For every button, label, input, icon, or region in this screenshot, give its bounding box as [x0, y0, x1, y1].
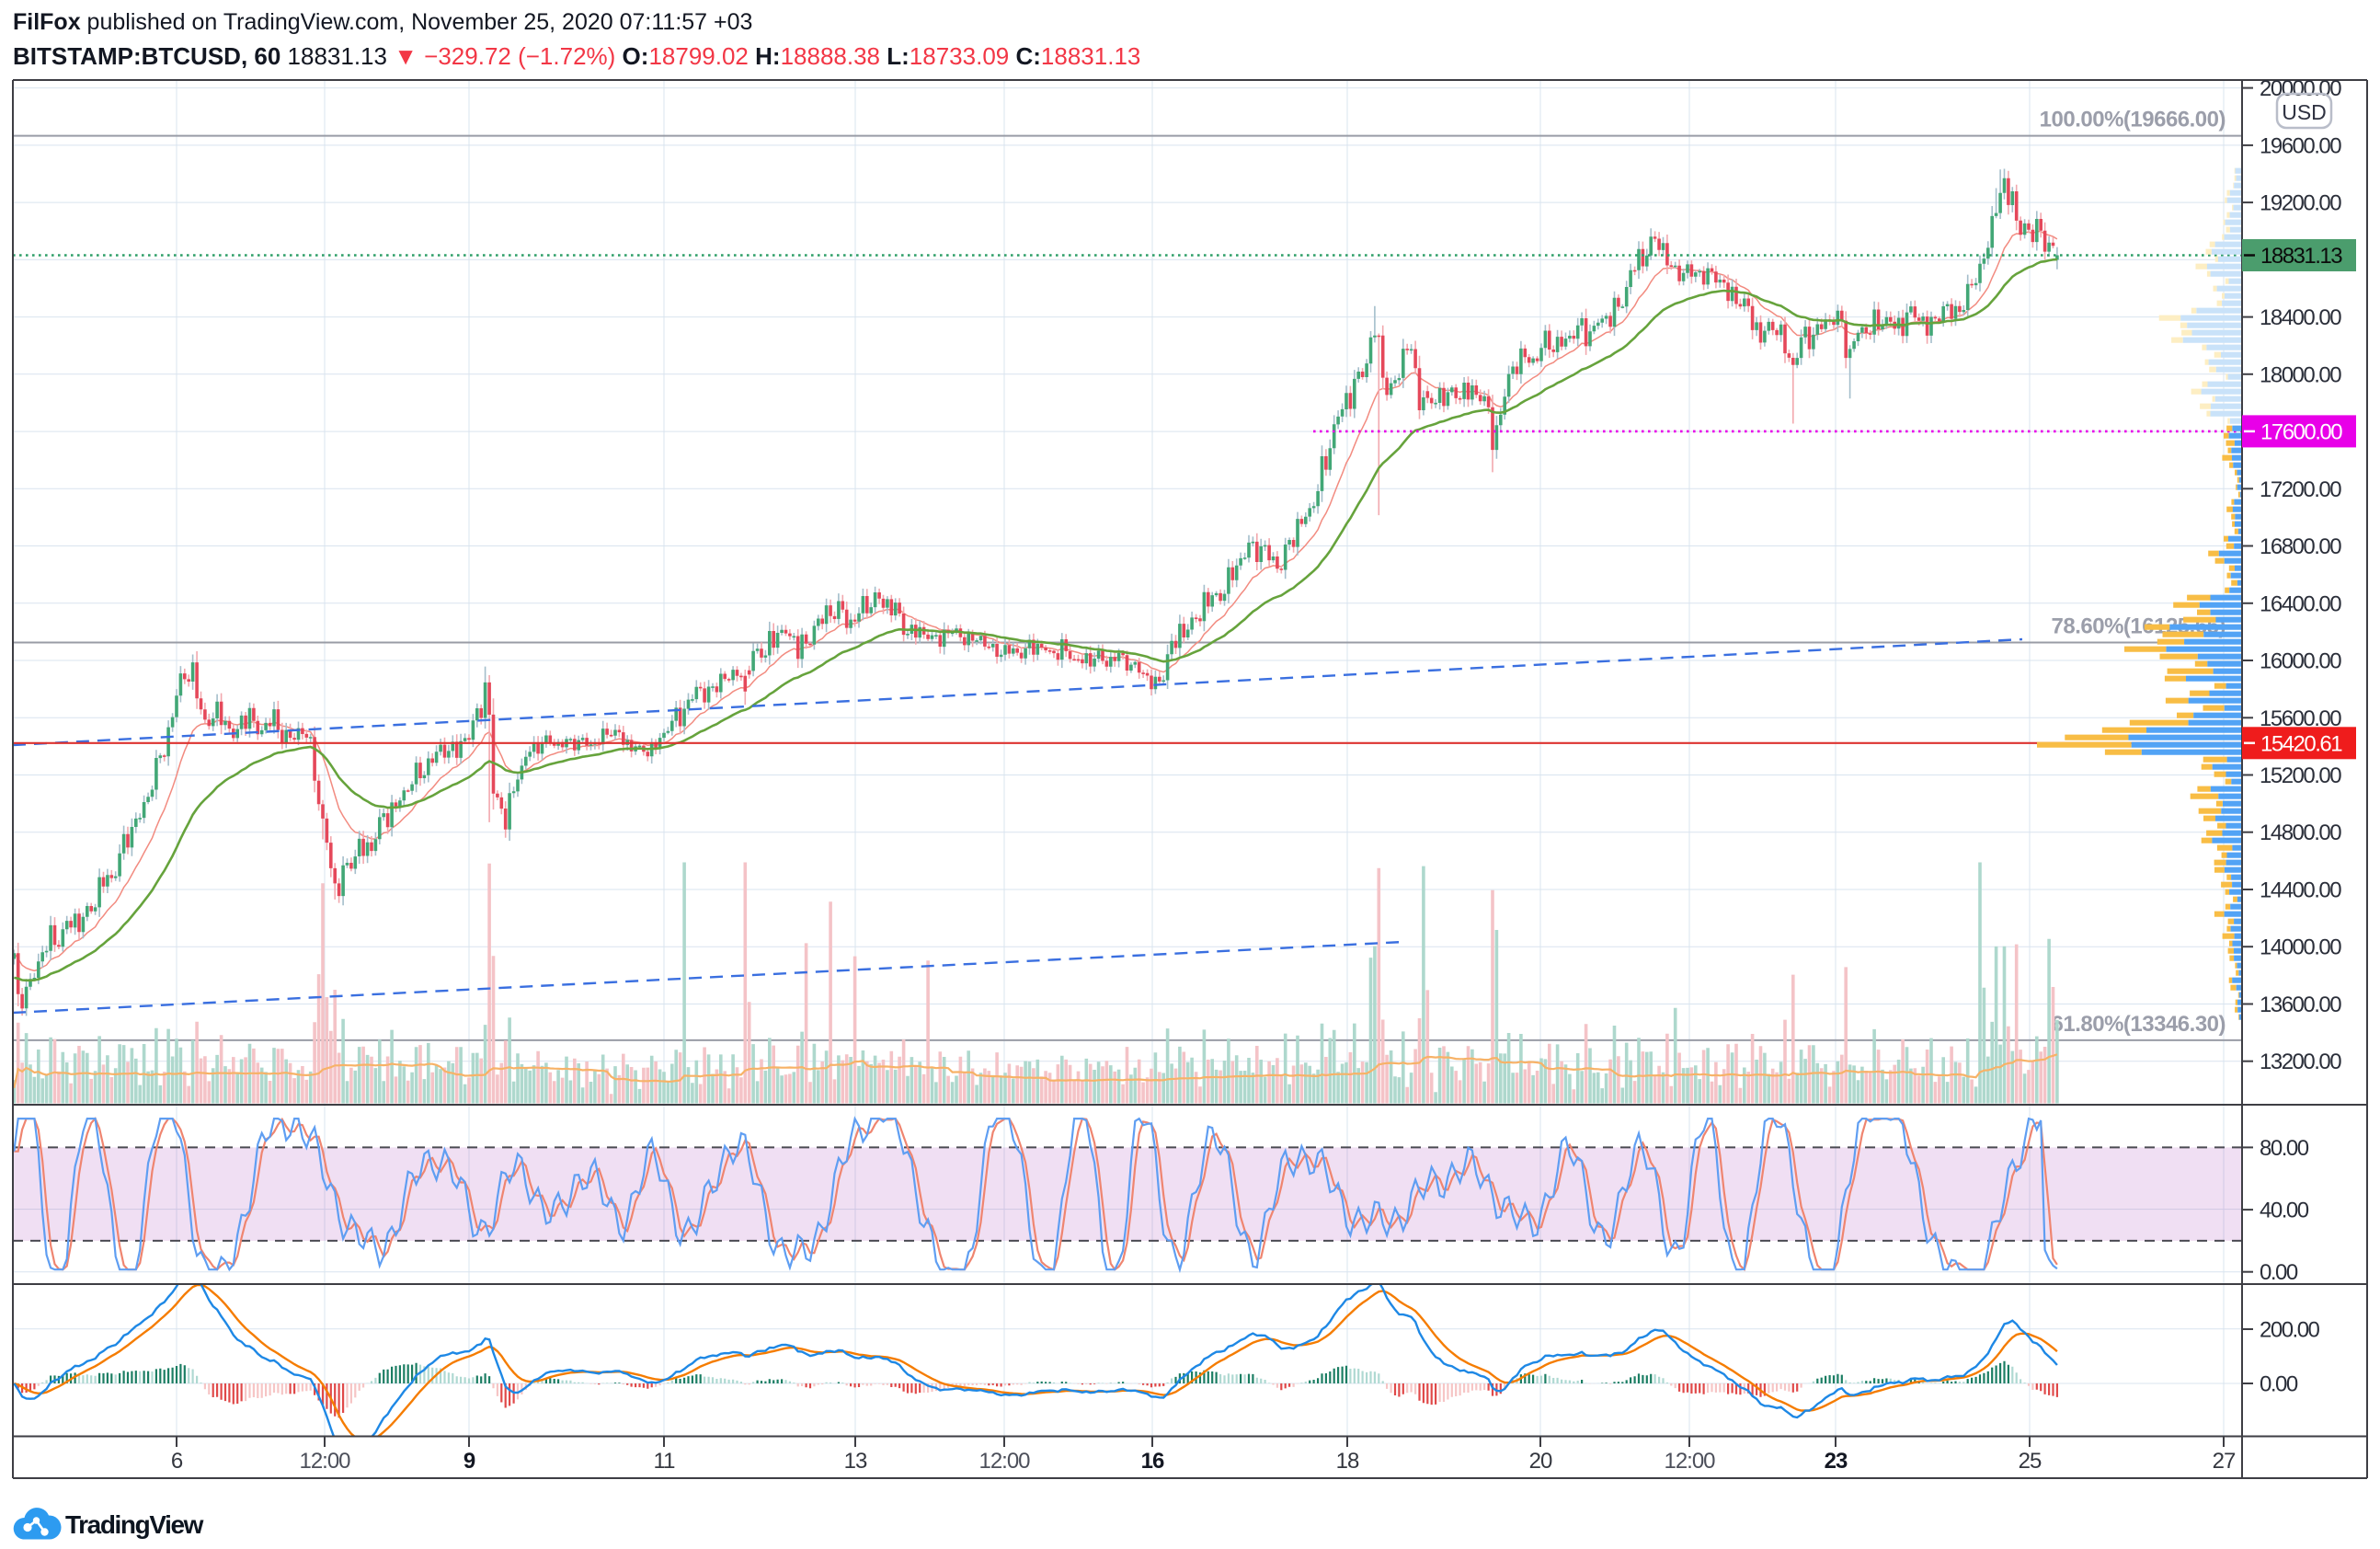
svg-text:12:00: 12:00 [299, 1449, 350, 1474]
svg-text:16: 16 [1141, 1449, 1164, 1474]
svg-text:27: 27 [2213, 1449, 2236, 1474]
svg-text:18000.00: 18000.00 [2260, 362, 2341, 387]
svg-text:14800.00: 14800.00 [2260, 820, 2341, 845]
svg-text:80.00: 80.00 [2260, 1136, 2309, 1161]
svg-text:19200.00: 19200.00 [2260, 191, 2341, 216]
svg-text:40.00: 40.00 [2260, 1199, 2309, 1223]
svg-text:16800.00: 16800.00 [2260, 534, 2341, 559]
svg-text:16400.00: 16400.00 [2260, 591, 2341, 616]
svg-text:17600.00: 17600.00 [2260, 419, 2342, 444]
svg-text:19600.00: 19600.00 [2260, 133, 2341, 158]
svg-text:18400.00: 18400.00 [2260, 305, 2341, 330]
svg-text:61.80%(13346.30): 61.80%(13346.30) [2052, 1012, 2226, 1037]
svg-text:20: 20 [1529, 1449, 1552, 1474]
svg-text:12:00: 12:00 [978, 1449, 1030, 1474]
svg-text:18831.13: 18831.13 [2260, 244, 2342, 269]
svg-text:12:00: 12:00 [1664, 1449, 1715, 1474]
svg-text:14400.00: 14400.00 [2260, 878, 2341, 903]
svg-text:FilFox published on TradingVie: FilFox published on TradingView.com, Nov… [13, 9, 752, 35]
svg-text:11: 11 [654, 1449, 676, 1474]
svg-text:25: 25 [2019, 1449, 2042, 1474]
svg-text:9: 9 [463, 1449, 475, 1474]
svg-text:13600.00: 13600.00 [2260, 993, 2341, 1017]
svg-text:15420.61: 15420.61 [2260, 731, 2342, 756]
svg-text:TradingView: TradingView [65, 1510, 204, 1539]
svg-text:23: 23 [1825, 1449, 1848, 1474]
svg-text:15200.00: 15200.00 [2260, 763, 2341, 788]
svg-text:0.00: 0.00 [2260, 1260, 2298, 1285]
svg-text:16000.00: 16000.00 [2260, 649, 2341, 674]
svg-text:13200.00: 13200.00 [2260, 1050, 2341, 1074]
svg-text:200.00: 200.00 [2260, 1318, 2320, 1343]
svg-text:6: 6 [171, 1449, 183, 1474]
svg-text:USD: USD [2282, 100, 2327, 124]
svg-text:0.00: 0.00 [2260, 1372, 2298, 1397]
svg-text:14000.00: 14000.00 [2260, 935, 2341, 960]
svg-text:13: 13 [844, 1449, 867, 1474]
svg-text:BITSTAMP:BTCUSD, 60 18831.13: BITSTAMP:BTCUSD, 60 18831.13 ▼ −329.72 (… [13, 42, 1140, 70]
svg-text:18: 18 [1336, 1449, 1359, 1474]
svg-text:17200.00: 17200.00 [2260, 477, 2341, 502]
svg-text:100.00%(19666.00): 100.00%(19666.00) [2040, 108, 2226, 132]
